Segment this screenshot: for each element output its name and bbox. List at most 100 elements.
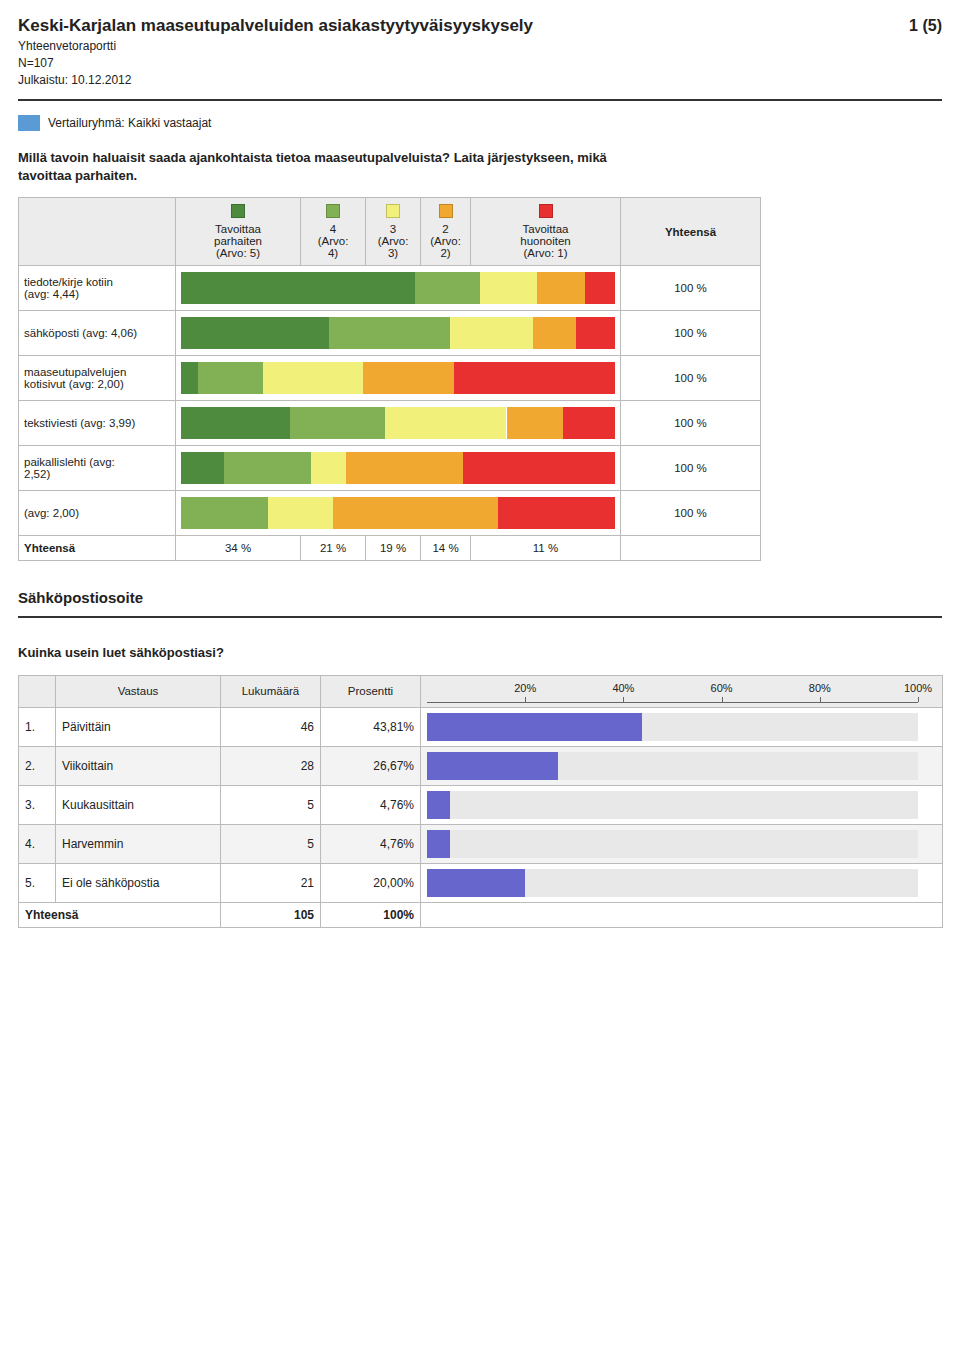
bar-cell (176, 266, 621, 311)
series-name: 3(Arvo:3) (378, 223, 409, 259)
bar-segment (268, 497, 333, 529)
bar-segment (263, 362, 363, 394)
empty-cell (421, 902, 943, 927)
bar-segment (463, 452, 615, 484)
data-row: 1.Päivittäin4643,81% (19, 707, 943, 746)
category-label: Viikoittain (56, 746, 221, 785)
bar-segment (329, 317, 451, 349)
count: 5 (221, 824, 321, 863)
data-row: paikallislehti (avg:2,52)100 % (19, 446, 761, 491)
category-label: paikallislehti (avg:2,52) (19, 446, 176, 491)
tick-label: 20% (514, 682, 536, 694)
series-swatch (439, 204, 453, 218)
data-row: tekstiviesti (avg: 3,99) 100 % (19, 401, 761, 446)
bar-segment (181, 362, 198, 394)
category-label: tiedote/kirje kotiin(avg: 4,44) (19, 266, 176, 311)
question-title: Kuinka usein luet sähköpostiasi? (18, 644, 942, 662)
bar-segment (224, 452, 311, 484)
bar-segment (498, 497, 615, 529)
bar-segment (363, 362, 454, 394)
legend: Vertailuryhmä: Kaikki vastaajat (18, 115, 942, 131)
row-number: 1. (19, 707, 56, 746)
bar-segment (537, 272, 585, 304)
data-row: 2.Viikoittain2826,67% (19, 746, 943, 785)
bar-track (427, 830, 918, 858)
column-header: Lukumäärä (221, 675, 321, 707)
data-row: 3.Kuukausittain54,76% (19, 785, 943, 824)
stacked-bar (181, 452, 615, 484)
header-cell (19, 675, 56, 707)
total-row: Yhteensä105100% (19, 902, 943, 927)
row-total: 100 % (621, 401, 761, 446)
category-label: tekstiviesti (avg: 3,99) (19, 401, 176, 446)
category-label: sähköposti (avg: 4,06) (19, 311, 176, 356)
bar-segment (181, 407, 290, 439)
series-header: Tavoittaaparhaiten(Arvo: 5) (176, 198, 301, 266)
tick-label: 80% (809, 682, 831, 694)
tick-label: 40% (612, 682, 634, 694)
value-label: 20,00% (321, 863, 421, 902)
count: 46 (221, 707, 321, 746)
data-row: 5.Ei ole sähköpostia2120,00% (19, 863, 943, 902)
table-head: Tavoittaaparhaiten(Arvo: 5) 4(Arvo:4) 3(Ar… (19, 198, 761, 266)
legend-swatch (18, 115, 40, 131)
data-row: tiedote/kirje kotiin(avg: 4,44) 100 % (19, 266, 761, 311)
series-name: Tavoittaahuonoiten(Arvo: 1) (520, 223, 571, 259)
header: Keski-Karjalan maaseutupalveluiden asiak… (18, 16, 942, 36)
series-name: 4(Arvo:4) (318, 223, 349, 259)
count: 5 (221, 785, 321, 824)
column-total: 11 % (471, 536, 621, 561)
count: 21 (221, 863, 321, 902)
column-total: 14 % (421, 536, 471, 561)
category-label: maaseutupalvelujenkotisivut (avg: 2,00) (19, 356, 176, 401)
category-label: Kuukausittain (56, 785, 221, 824)
col (19, 675, 56, 927)
bar-segment (576, 317, 615, 349)
header-rule (18, 99, 942, 101)
bar (427, 752, 558, 780)
column-header: Vastaus (56, 675, 221, 707)
data-row: sähköposti (avg: 4,06) 100 % (19, 311, 761, 356)
data-row: (avg: 2,00) 100 % (19, 491, 761, 536)
row-number: 5. (19, 863, 56, 902)
bar-track (427, 869, 918, 897)
series-name: 2(Arvo:2) (430, 223, 461, 259)
bar-segment (333, 497, 498, 529)
bar-segment (181, 452, 224, 484)
total-count: 105 (221, 902, 321, 927)
bar-segment (181, 497, 268, 529)
axis-cell: 20%40%60%80%100% (421, 675, 943, 707)
bar-cell (176, 491, 621, 536)
bar (427, 869, 525, 897)
series-swatch (539, 204, 553, 218)
total-name: Yhteensä (19, 536, 176, 561)
header-row: Tavoittaaparhaiten(Arvo: 5) 4(Arvo:4) 3(Ar… (19, 198, 761, 266)
subtitle: N=107 (18, 56, 942, 70)
row-total: 100 % (621, 266, 761, 311)
series-header: 3(Arvo:3) (366, 198, 421, 266)
row-number: 3. (19, 785, 56, 824)
row-total: 100 % (621, 491, 761, 536)
total-value: 100% (321, 902, 421, 927)
value-label: 4,76% (321, 785, 421, 824)
page-title: Keski-Karjalan maaseutupalveluiden asiak… (18, 16, 533, 36)
category-label: Harvemmin (56, 824, 221, 863)
total-header: Yhteensä (621, 198, 761, 266)
stacked-bar (181, 362, 615, 394)
data-row: 4.Harvemmin54,76% (19, 824, 943, 863)
header-row: VastausLukumääräProsentti20%40%60%80%100… (19, 675, 943, 707)
bar-segment (385, 407, 507, 439)
stacked-bar (181, 407, 615, 439)
bar-segment (454, 362, 615, 394)
bar-segment (415, 272, 480, 304)
category-label: Päivittäin (56, 707, 221, 746)
tick-mark (623, 697, 624, 702)
category-label: (avg: 2,00) (19, 491, 176, 536)
bar-cell (176, 446, 621, 491)
bar (427, 830, 450, 858)
row-total: 100 % (621, 311, 761, 356)
tick-mark (820, 697, 821, 702)
bar-track (427, 791, 918, 819)
table-body: tiedote/kirje kotiin(avg: 4,44)100 %sähk… (19, 266, 761, 561)
tick-label: 60% (711, 682, 733, 694)
